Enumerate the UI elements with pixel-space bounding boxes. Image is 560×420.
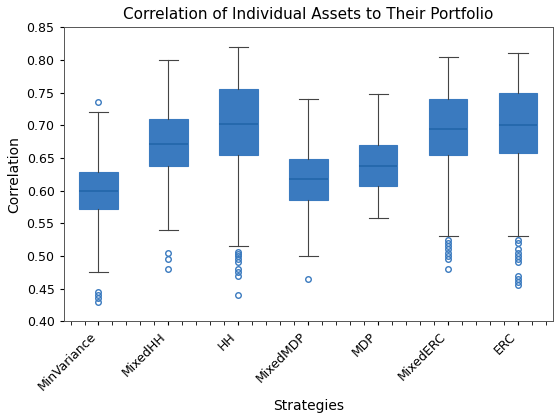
PathPatch shape [429, 99, 468, 155]
PathPatch shape [80, 172, 118, 209]
Y-axis label: Correlation: Correlation [7, 136, 21, 213]
X-axis label: Strategies: Strategies [273, 399, 344, 413]
PathPatch shape [499, 93, 538, 153]
Title: Correlation of Individual Assets to Their Portfolio: Correlation of Individual Assets to Thei… [123, 7, 493, 22]
PathPatch shape [149, 119, 188, 166]
PathPatch shape [359, 145, 398, 186]
PathPatch shape [289, 159, 328, 200]
PathPatch shape [219, 89, 258, 155]
